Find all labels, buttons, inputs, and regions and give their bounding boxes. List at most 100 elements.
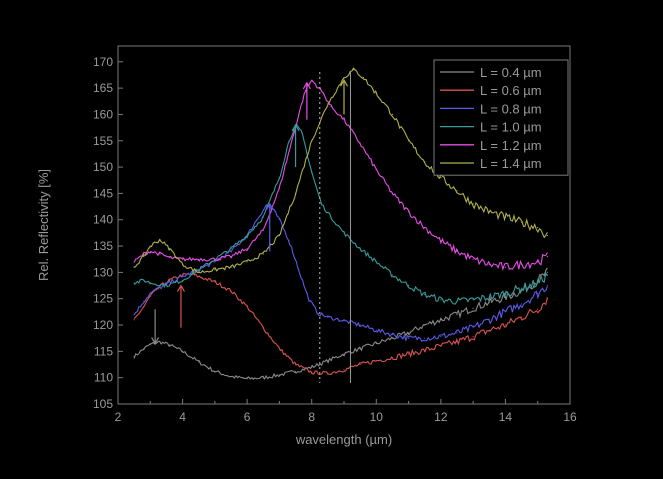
data-point [537,292,539,294]
data-point [408,211,410,213]
peak-arrow-icon [176,284,185,292]
data-point [311,371,313,373]
y-tick-label: 125 [93,292,113,306]
data-point [133,356,135,358]
data-point [295,192,297,194]
data-point [375,342,377,345]
series-line-3 [133,204,548,342]
data-point [214,281,216,283]
annotation-layer [151,72,351,383]
data-point [391,337,393,339]
data-point [375,329,377,331]
data-point [440,177,442,179]
x-tick-label: 14 [499,410,513,424]
data-point [143,253,145,255]
data-point [537,261,539,263]
data-point [546,234,549,237]
data-point [343,119,345,121]
data-point [521,303,523,305]
data-point [214,258,216,260]
data-point [265,204,268,206]
y-tick-label: 155 [93,134,113,148]
y-tick-label: 165 [93,81,113,95]
data-point [472,258,474,260]
data-point [278,348,280,350]
data-point [424,227,426,229]
y-axis-title: Rel. Reflectivity [%] [36,169,51,281]
data-point [230,250,232,252]
y-tick-label: 120 [93,318,113,332]
data-point [375,261,377,263]
data-point [440,345,442,347]
data-point [424,337,426,339]
x-tick-label: 8 [308,410,315,424]
peak-arrow-icon [302,81,311,90]
data-point [472,336,474,338]
data-point [311,171,313,173]
data-point [546,274,549,276]
data-point [246,306,248,308]
x-tick-label: 12 [434,410,448,424]
data-point [143,279,145,281]
data-point [472,299,474,301]
data-point [133,266,135,268]
x-tick-label: 2 [115,410,122,424]
data-point [488,263,490,266]
data-point [278,234,280,237]
data-point [159,253,161,255]
data-point [278,219,280,221]
data-point [456,300,458,302]
data-point [295,370,297,372]
data-point [343,369,345,371]
data-point [149,245,151,247]
legend-label: L = 1.0 µm [480,120,542,135]
y-tick-label: 130 [93,265,113,279]
data-point [391,274,393,276]
data-point [198,269,200,271]
data-point [230,290,232,292]
data-point [230,376,232,378]
data-point [456,313,458,316]
data-point [375,169,377,171]
y-tick-label: 145 [93,186,113,200]
data-point [362,77,364,79]
data-point [391,113,393,115]
data-point [182,258,184,260]
y-tick-label: 160 [93,107,113,121]
data-point [133,282,135,284]
data-point [488,319,490,321]
data-point [288,240,290,242]
data-point [320,203,322,205]
peak-arrow-icon [339,79,349,87]
data-point [327,316,329,318]
data-point [143,306,145,308]
data-point [472,203,474,205]
data-point [311,366,313,368]
data-point [159,341,161,343]
y-tick-label: 170 [93,55,113,69]
data-point [391,192,393,194]
data-point [488,211,490,213]
y-tick-label: 140 [93,213,113,227]
data-point [230,256,232,258]
data-point [408,337,410,339]
data-point [456,190,458,192]
data-point [182,276,184,278]
data-point [488,329,490,331]
data-point [143,300,145,302]
data-point [327,103,329,105]
data-point [359,248,361,250]
data-point [408,284,410,287]
data-point [182,279,184,281]
data-point [488,301,490,303]
data-point [456,332,458,334]
data-point [391,333,393,336]
data-point [169,248,171,250]
data-point [375,360,377,362]
data-point [230,266,232,268]
data-point [359,363,361,366]
data-point [424,349,426,351]
data-point [521,316,523,318]
data-point [198,258,200,260]
